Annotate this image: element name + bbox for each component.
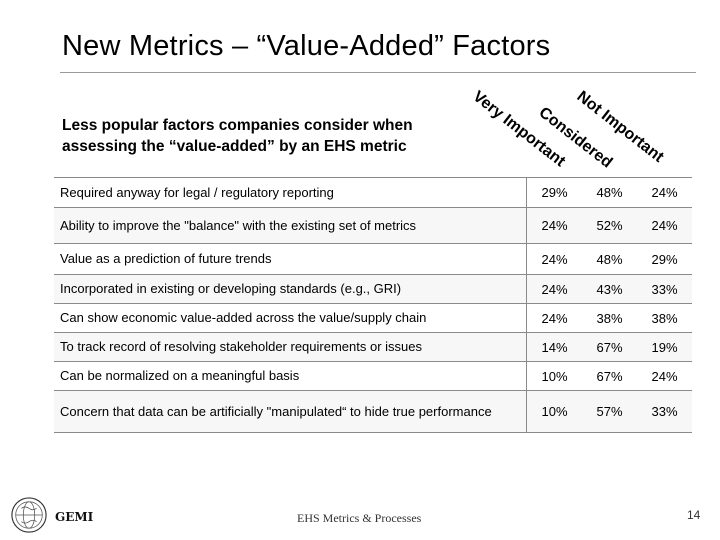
cell-very-important: 24%: [526, 243, 582, 275]
globe-logo-icon: [11, 497, 47, 533]
cell-very-important: 24%: [526, 274, 582, 304]
row-label: Can show economic value-added across the…: [54, 303, 527, 333]
page-number: 14: [687, 508, 701, 522]
cell-not-important: 33%: [637, 274, 692, 304]
cell-not-important: 33%: [637, 390, 692, 433]
row-label: Required anyway for legal / regulatory r…: [54, 177, 527, 208]
cell-considered: 67%: [582, 332, 637, 362]
title-divider: [60, 72, 696, 73]
table-row: Ability to improve the "balance" with th…: [54, 207, 692, 244]
org-name: GEMI: [55, 510, 94, 524]
cell-very-important: 10%: [526, 390, 582, 433]
row-label: Incorporated in existing or developing s…: [54, 274, 527, 304]
table-row: To track record of resolving stakeholder…: [54, 332, 692, 362]
table-row: Can show economic value-added across the…: [54, 303, 692, 333]
row-label: Concern that data can be artificially "m…: [54, 390, 527, 433]
cell-not-important: 19%: [637, 332, 692, 362]
cell-not-important: 24%: [637, 361, 692, 391]
row-label: Value as a prediction of future trends: [54, 243, 527, 275]
footer-text: EHS Metrics & Processes: [297, 511, 422, 525]
cell-very-important: 24%: [526, 303, 582, 333]
cell-very-important: 10%: [526, 361, 582, 391]
cell-considered: 38%: [582, 303, 637, 333]
cell-very-important: 14%: [526, 332, 582, 362]
cell-not-important: 29%: [637, 243, 692, 275]
cell-not-important: 24%: [637, 207, 692, 244]
cell-considered: 48%: [582, 243, 637, 275]
table-row: Required anyway for legal / regulatory r…: [54, 177, 692, 208]
cell-considered: 57%: [582, 390, 637, 433]
table-row: Value as a prediction of future trends 2…: [54, 243, 692, 275]
row-label: To track record of resolving stakeholder…: [54, 332, 527, 362]
cell-considered: 48%: [582, 177, 637, 208]
table-row: Incorporated in existing or developing s…: [54, 274, 692, 304]
slide-title: New Metrics – “Value-Added” Factors: [62, 30, 551, 62]
cell-considered: 67%: [582, 361, 637, 391]
slide-subtitle: Less popular factors companies consider …: [62, 117, 413, 155]
cell-not-important: 38%: [637, 303, 692, 333]
table-row: Can be normalized on a meaningful basis …: [54, 361, 692, 391]
row-label: Ability to improve the "balance" with th…: [54, 207, 527, 244]
cell-not-important: 24%: [637, 177, 692, 208]
row-label: Can be normalized on a meaningful basis: [54, 361, 527, 391]
cell-considered: 52%: [582, 207, 637, 244]
table-row: Concern that data can be artificially "m…: [54, 390, 692, 433]
cell-very-important: 24%: [526, 207, 582, 244]
factors-table: Required anyway for legal / regulatory r…: [54, 177, 692, 433]
cell-very-important: 29%: [526, 177, 582, 208]
cell-considered: 43%: [582, 274, 637, 304]
